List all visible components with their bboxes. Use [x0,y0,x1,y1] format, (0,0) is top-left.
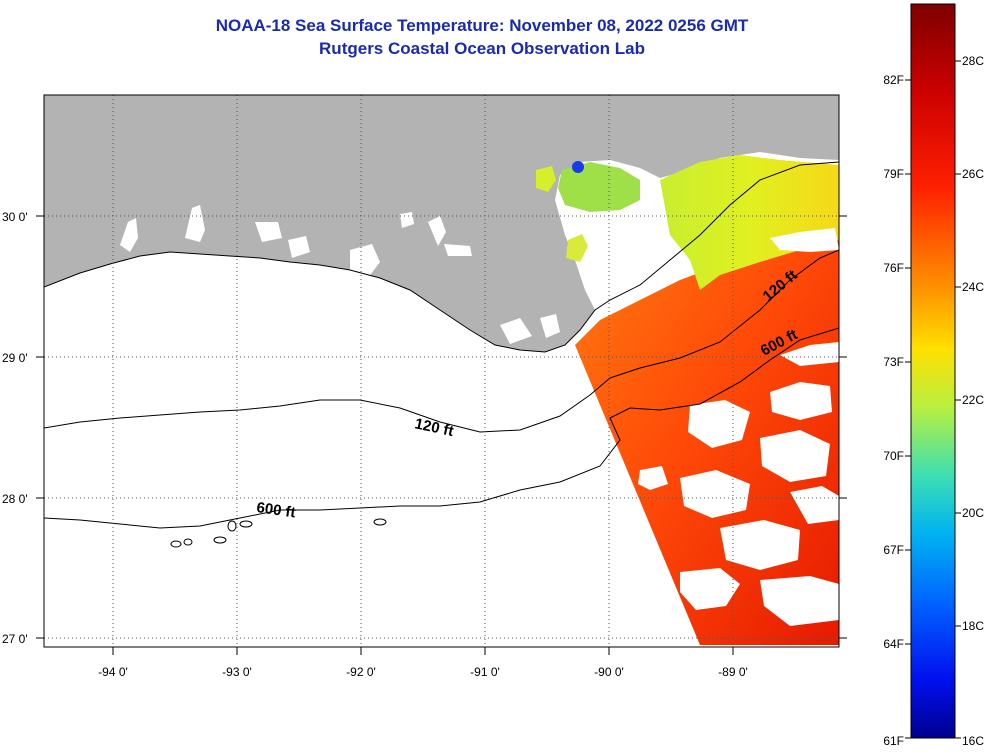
colorbar-ticks [905,60,961,739]
sst-lake-patch [566,234,588,262]
colorbar-c-22: 22C [962,393,984,407]
coastline [44,161,839,353]
lon-label-92: -92 0' [346,665,376,679]
map-title: NOAA-18 Sea Surface Temperature: Novembe… [44,14,920,60]
colorbar-f-70: 70F [883,449,904,463]
lat-label-28: 28 0' [2,492,28,506]
colorbar-c-16: 16C [962,734,984,748]
isobath-600ft [44,327,839,529]
colorbar-c-26: 26C [962,167,984,181]
title-line-2: Rutgers Coastal Ocean Observation Lab [319,39,645,58]
sst-small-patch [536,166,556,192]
colorbar-f-64: 64F [883,637,904,651]
contour-rings [170,518,387,548]
lat-label-27: 27 0' [2,632,28,646]
lon-label-91: -91 0' [470,665,500,679]
lat-label-30: 30 0' [2,210,28,224]
sst-coastal-band [660,155,839,290]
contour-label-600ft-west: 600 ft [255,499,296,521]
map-frame [43,94,840,648]
lon-label-90: -90 0' [594,665,624,679]
colorbar-f-79: 79F [883,167,904,181]
colorbar-f-67: 67F [883,543,904,557]
colorbar-f-61: 61F [883,734,904,748]
colorbar-c-24: 24C [962,280,984,294]
inland-water [120,205,560,344]
lon-label-94: -94 0' [98,665,128,679]
colorbar-c-28: 28C [962,54,984,68]
colorbar-c-18: 18C [962,619,984,633]
lon-label-89: -89 0' [718,665,748,679]
lon-label-93: -93 0' [222,665,252,679]
sst-bay-patch [558,162,640,212]
grid-lines [44,95,839,647]
cloud-gaps [638,228,839,626]
axis-ticks [36,215,847,655]
colorbar [910,3,956,739]
lat-label-29: 29 0' [2,351,28,365]
colorbar-f-73: 73F [883,355,904,369]
colorbar-c-20: 20C [962,506,984,520]
colorbar-f-82: 82F [883,73,904,87]
title-line-1: NOAA-18 Sea Surface Temperature: Novembe… [215,16,749,35]
sst-cold-spot [572,161,584,173]
colorbar-f-76: 76F [883,261,904,275]
